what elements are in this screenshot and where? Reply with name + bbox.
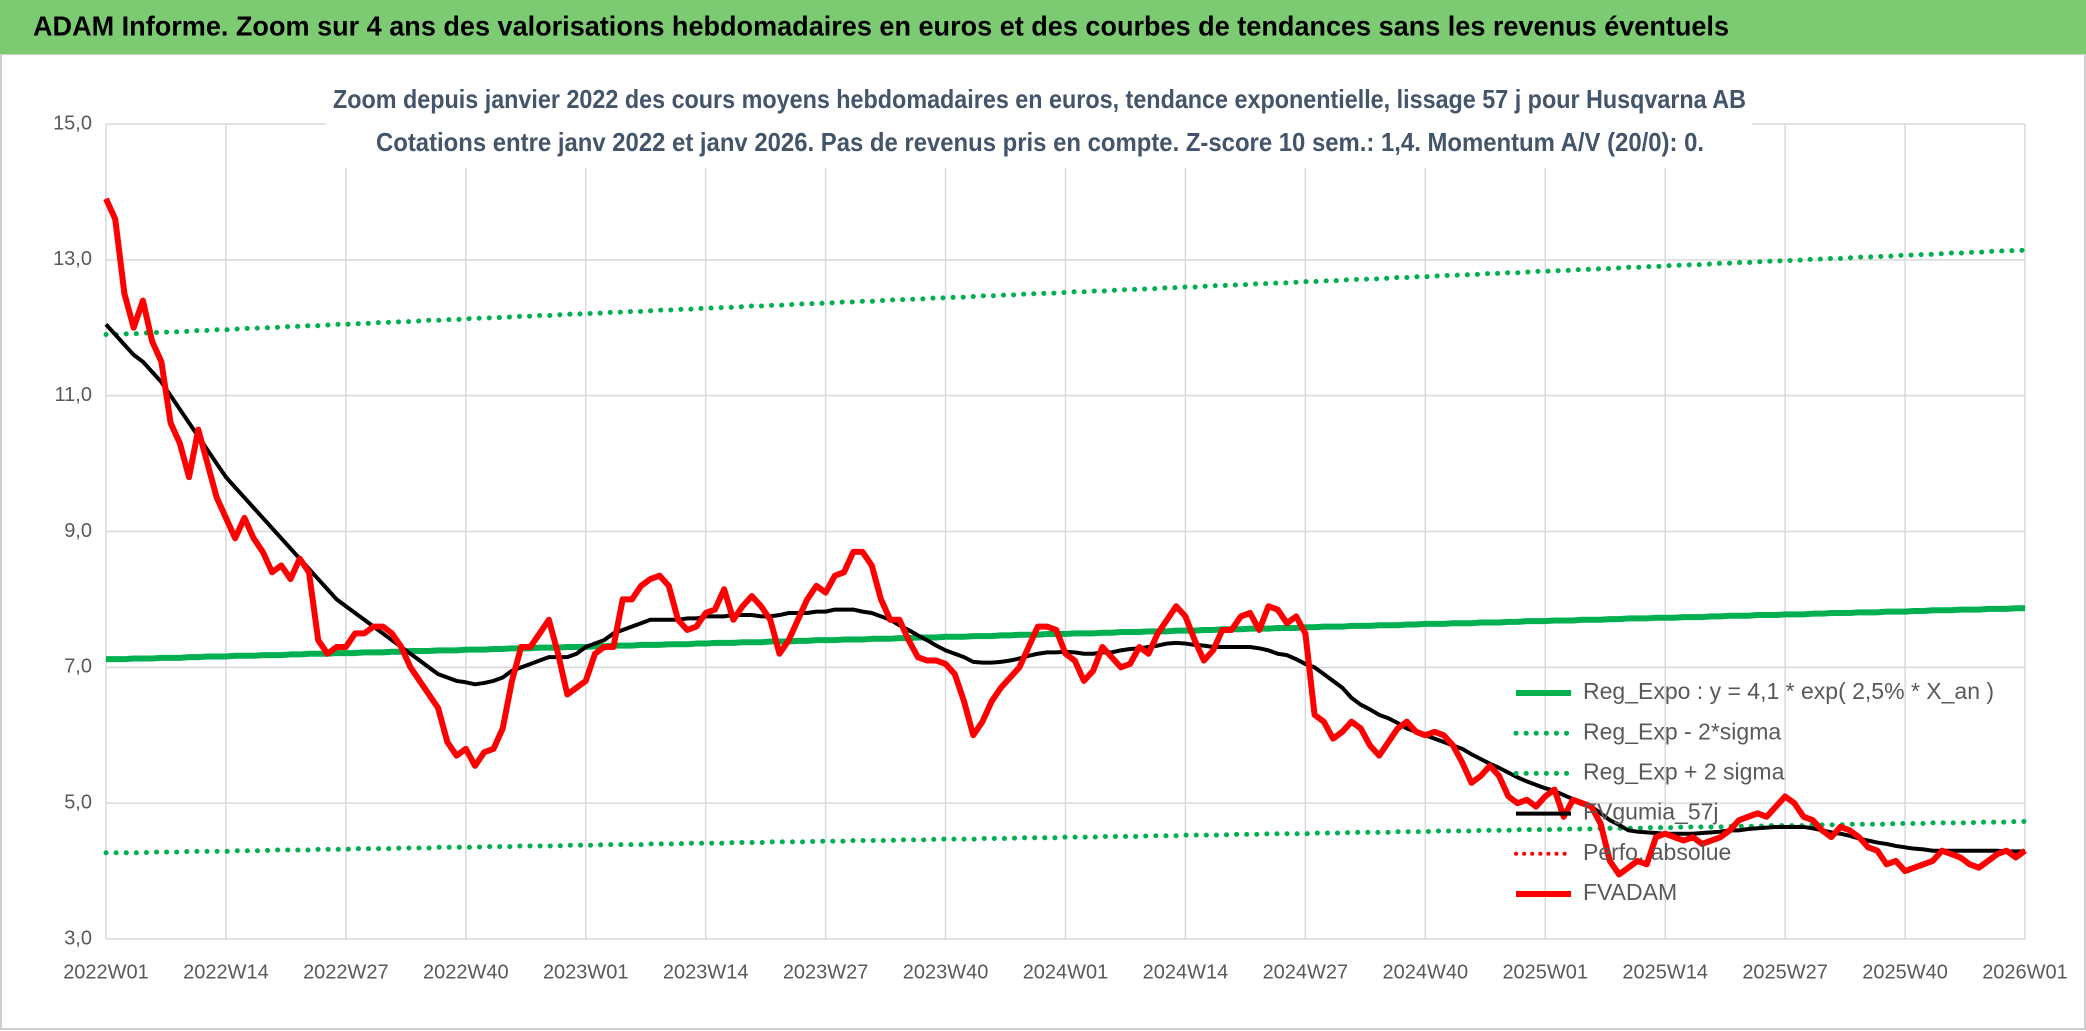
chart-title: Zoom depuis janvier 2022 des cours moyen… [333,84,1746,114]
x-tick-label: 2023W40 [903,961,989,983]
x-tick-label: 2025W01 [1502,961,1588,983]
legend: Reg_Expo : y = 4,1 * exp( 2,5% * X_an ) R… [1513,678,1994,905]
series-line [103,197,2027,878]
legend-label: Reg_Expo : y = 4,1 * exp( 2,5% * X_an ) [1583,678,1994,704]
legend-label: FVgumia_57j [1583,799,1719,825]
x-tick-label: 2025W27 [1742,961,1828,983]
x-tick-label: 2024W14 [1143,961,1229,983]
y-tick-label: 9,0 [64,520,92,542]
legend-label: Reg_Exp + 2 sigma [1583,758,1785,784]
x-tick-label: 2022W40 [423,961,509,983]
header-title: ADAM Informe. Zoom sur 4 ans des valoris… [33,10,1729,41]
y-tick-label: 11,0 [55,384,92,406]
y-tick-label: 13,0 [53,248,92,270]
x-tick-label: 2024W40 [1383,961,1469,983]
y-tick-label: 3,0 [64,927,92,949]
y-tick-label: 15,0 [53,112,92,134]
series-line [106,605,2025,663]
grid: 3,0 5,0 7,0 9,0 11,0 13,0 15,0 2022W01 2022W14 20… [53,112,2068,983]
chart-subtitle: Cotations entre janv 2022 et janv 2026. … [376,127,1704,157]
legend-label: FVADAM [1583,879,1677,905]
series-line [103,247,2028,338]
y-tick-label: 5,0 [64,791,92,813]
x-tick-label: 2025W40 [1862,961,1948,983]
header-bar [0,0,2086,54]
series-line [103,819,2028,856]
x-tick-label: 2024W27 [1263,961,1349,983]
x-tick-label: 2023W01 [543,961,629,983]
x-tick-label: 2022W01 [63,961,149,983]
legend-label: Reg_Exp - 2*sigma [1583,718,1781,744]
title-background [326,80,1752,168]
x-tick-label: 2024W01 [1023,961,1109,983]
x-tick-label: 2025W14 [1622,961,1708,983]
x-tick-label: 2023W14 [663,961,749,983]
x-tick-label: 2026W01 [1982,961,2068,983]
legend-label: Perfo. absolue [1583,839,1731,865]
plot [103,197,2028,878]
x-tick-label: 2022W14 [183,961,269,983]
y-tick-label: 7,0 [64,656,92,678]
x-tick-label: 2023W27 [783,961,869,983]
x-tick-label: 2022W27 [303,961,389,983]
